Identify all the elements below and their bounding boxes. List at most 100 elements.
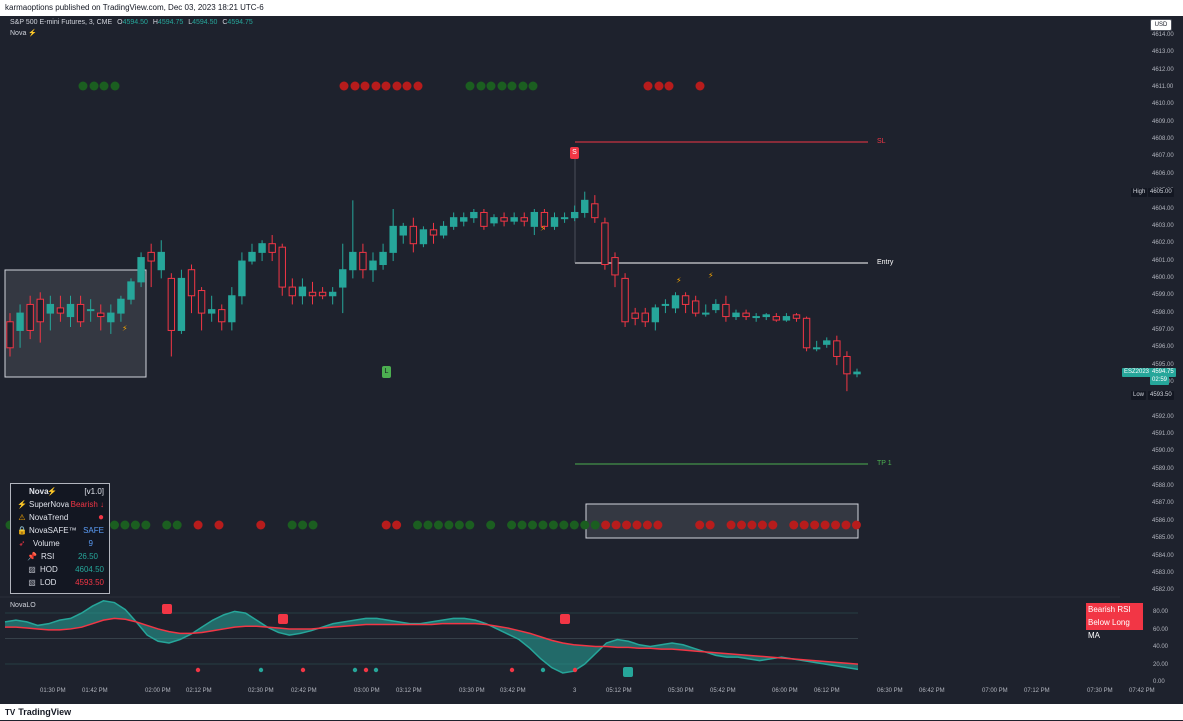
trend-dot [444,520,454,530]
candle-body [419,229,428,245]
short-signal-marker[interactable]: S [570,147,579,159]
oscillator-tick-label: 80.00 [1153,609,1169,615]
publish-bar: karmaoptions published on TradingView.co… [0,0,1183,16]
time-tick-label: 03:12 PM [396,688,422,694]
time-tick-label: 3 [573,688,577,694]
panel-row-rsi: 📌 RSI 26.50 [11,550,109,563]
trend-dot [622,520,632,530]
trend-dot [465,81,475,91]
candle-body [702,312,710,315]
chart-up-icon: ▨ [28,565,36,574]
candle-body [591,203,599,219]
candle-body [16,312,24,331]
price-tick-label: 4614.00 [1152,32,1174,38]
osc-dot [258,667,264,673]
indicator-tag[interactable]: Nova ⚡ [10,29,37,37]
time-tick-label: 01:30 PM [40,688,66,694]
symbol-name: S&P 500 E-mini Futures, 3, CME [10,19,113,26]
trend-dot [402,81,412,91]
candle-body [117,298,125,314]
long-signal-marker[interactable]: L [382,366,391,378]
trend-dot [308,520,318,530]
candle-body [328,291,337,297]
trend-dot [162,520,172,530]
trend-dot [497,81,507,91]
panel-row-label: RSI [41,552,55,561]
trend-dot [789,520,799,530]
price-chart[interactable]: ⚡ ⚡ ⚡ ⚡ [0,16,1120,688]
candle-body [429,229,438,236]
trend-dot [413,81,423,91]
candle-body [510,217,518,222]
price-tick-label: 4592.00 [1152,413,1174,420]
osc-signal-marker [560,614,570,624]
trend-dot [130,520,140,530]
price-tick-label: 4611.00 [1152,84,1174,91]
candle-body [228,295,236,323]
trend-dot [559,520,569,530]
candle-body [480,211,488,227]
candle-body [671,295,680,309]
candle-body [86,309,95,312]
symbol-legend[interactable]: S&P 500 E-mini Futures, 3, CME O4594.50 … [10,19,253,26]
trend-dot [601,520,611,530]
time-tick-label: 07:12 PM [1024,688,1050,694]
panel-row-value: 4604.50 [75,565,104,574]
lightning-icon: ⚡ [122,324,128,333]
time-tick-label: 05:42 PM [710,688,736,694]
tradingview-logo[interactable]: TV TradingView [5,704,71,721]
trend-dot [423,520,433,530]
rocket-icon: ➶ [18,539,26,548]
candle-body [490,217,498,224]
candle-body [712,303,720,311]
tv-logo-icon: TV [5,708,16,717]
trend-dot [654,81,664,91]
trend-dot [517,520,527,530]
trend-dot [298,520,308,530]
candle-body [66,303,75,318]
candle-body [460,217,468,222]
panel-row-value: Bearish ↓ [70,500,104,509]
candle-body [550,217,559,227]
trend-dot [99,81,109,91]
trend-dot [518,81,528,91]
lightning-icon: ⚡ [708,271,714,280]
high-tag-label: High [1131,188,1148,197]
trend-dot [433,520,443,530]
osc-dot [509,667,515,673]
price-tick-label: 4602.00 [1152,240,1174,247]
price-tick-label: 4588.00 [1152,483,1174,490]
osc-dot [195,667,201,673]
trend-dot [632,520,642,530]
trend-dot [528,520,537,530]
time-tick-label: 07:00 PM [982,688,1008,694]
trend-dot [820,520,830,530]
price-tick-label: 4590.00 [1152,448,1174,455]
entry-label: Entry [877,259,894,266]
candle-body [802,317,811,349]
panel-row-label: NovaTrend [29,513,69,522]
osc-dot [363,667,369,673]
osc-dot [300,667,306,673]
price-tick-label: 4610.00 [1152,101,1174,108]
trend-dot [120,520,130,530]
osc-midline [5,638,858,639]
price-tick-label: 4609.00 [1152,118,1174,125]
osc-signal-marker [623,667,633,677]
trend-dot [726,520,736,530]
osc-signal-marker [162,604,172,614]
candle-body [157,251,165,271]
candle-body [641,312,649,323]
trend-dot [392,520,402,530]
panel-row-value: 9 [88,539,93,548]
osc-slow-line [5,617,859,665]
trend-dot [371,81,381,91]
time-tick-label: 05:30 PM [668,688,694,694]
oscillator-name[interactable]: NovaLO [10,602,36,609]
currency-button[interactable]: USD [1150,19,1172,31]
publish-text: karmaoptions published on TradingView.co… [5,3,264,12]
price-tick-label: 4585.00 [1152,535,1174,542]
candle-body [601,222,609,266]
osc-dot [540,667,546,673]
price-tick-label: 4600.00 [1152,274,1174,281]
